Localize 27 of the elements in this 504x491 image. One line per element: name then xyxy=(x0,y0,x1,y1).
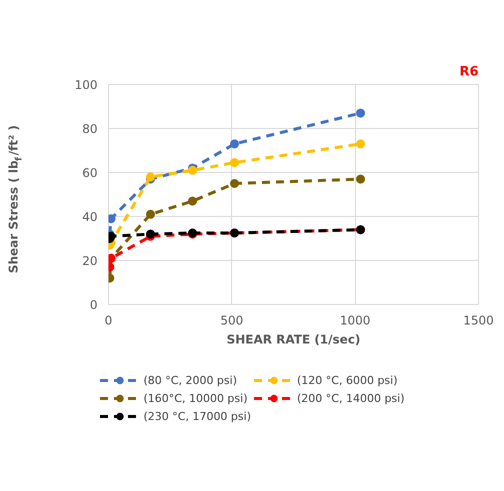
point xyxy=(356,174,366,184)
point xyxy=(356,108,366,118)
x-tick-label: 500 xyxy=(220,314,244,328)
legend-label: (80 °C, 2000 psi) xyxy=(143,372,237,388)
chart-title: R6 xyxy=(459,64,479,80)
y-tick-label: 80 xyxy=(82,122,98,136)
x-axis-title: SHEAR RATE (1/sec) xyxy=(226,332,360,346)
x-tick-label: 1000 xyxy=(340,314,370,328)
point xyxy=(230,139,240,148)
legend-label: (230 °C, 17000 psi) xyxy=(143,408,251,424)
y-axis-title: Shear Stress ( lbf/ft² ) xyxy=(6,125,24,274)
legend-label: (160°C, 10000 psi) xyxy=(143,390,248,406)
x-tick-label: 1500 xyxy=(463,314,494,328)
point xyxy=(146,172,156,182)
point xyxy=(230,158,240,168)
y-tick-label: 60 xyxy=(82,166,98,180)
point xyxy=(356,139,366,148)
y-tick-label: 20 xyxy=(82,254,98,268)
x-tick-label: 0 xyxy=(104,314,112,328)
legend-label: (120 °C, 6000 psi) xyxy=(297,372,398,388)
point xyxy=(230,179,240,188)
legend-label: (200 °C, 14000 psi) xyxy=(297,390,405,406)
point xyxy=(188,196,198,206)
y-tick-label: 0 xyxy=(90,298,98,312)
y-tick-label: 100 xyxy=(74,78,98,92)
point xyxy=(146,210,156,219)
y-tick-label: 40 xyxy=(82,210,98,224)
